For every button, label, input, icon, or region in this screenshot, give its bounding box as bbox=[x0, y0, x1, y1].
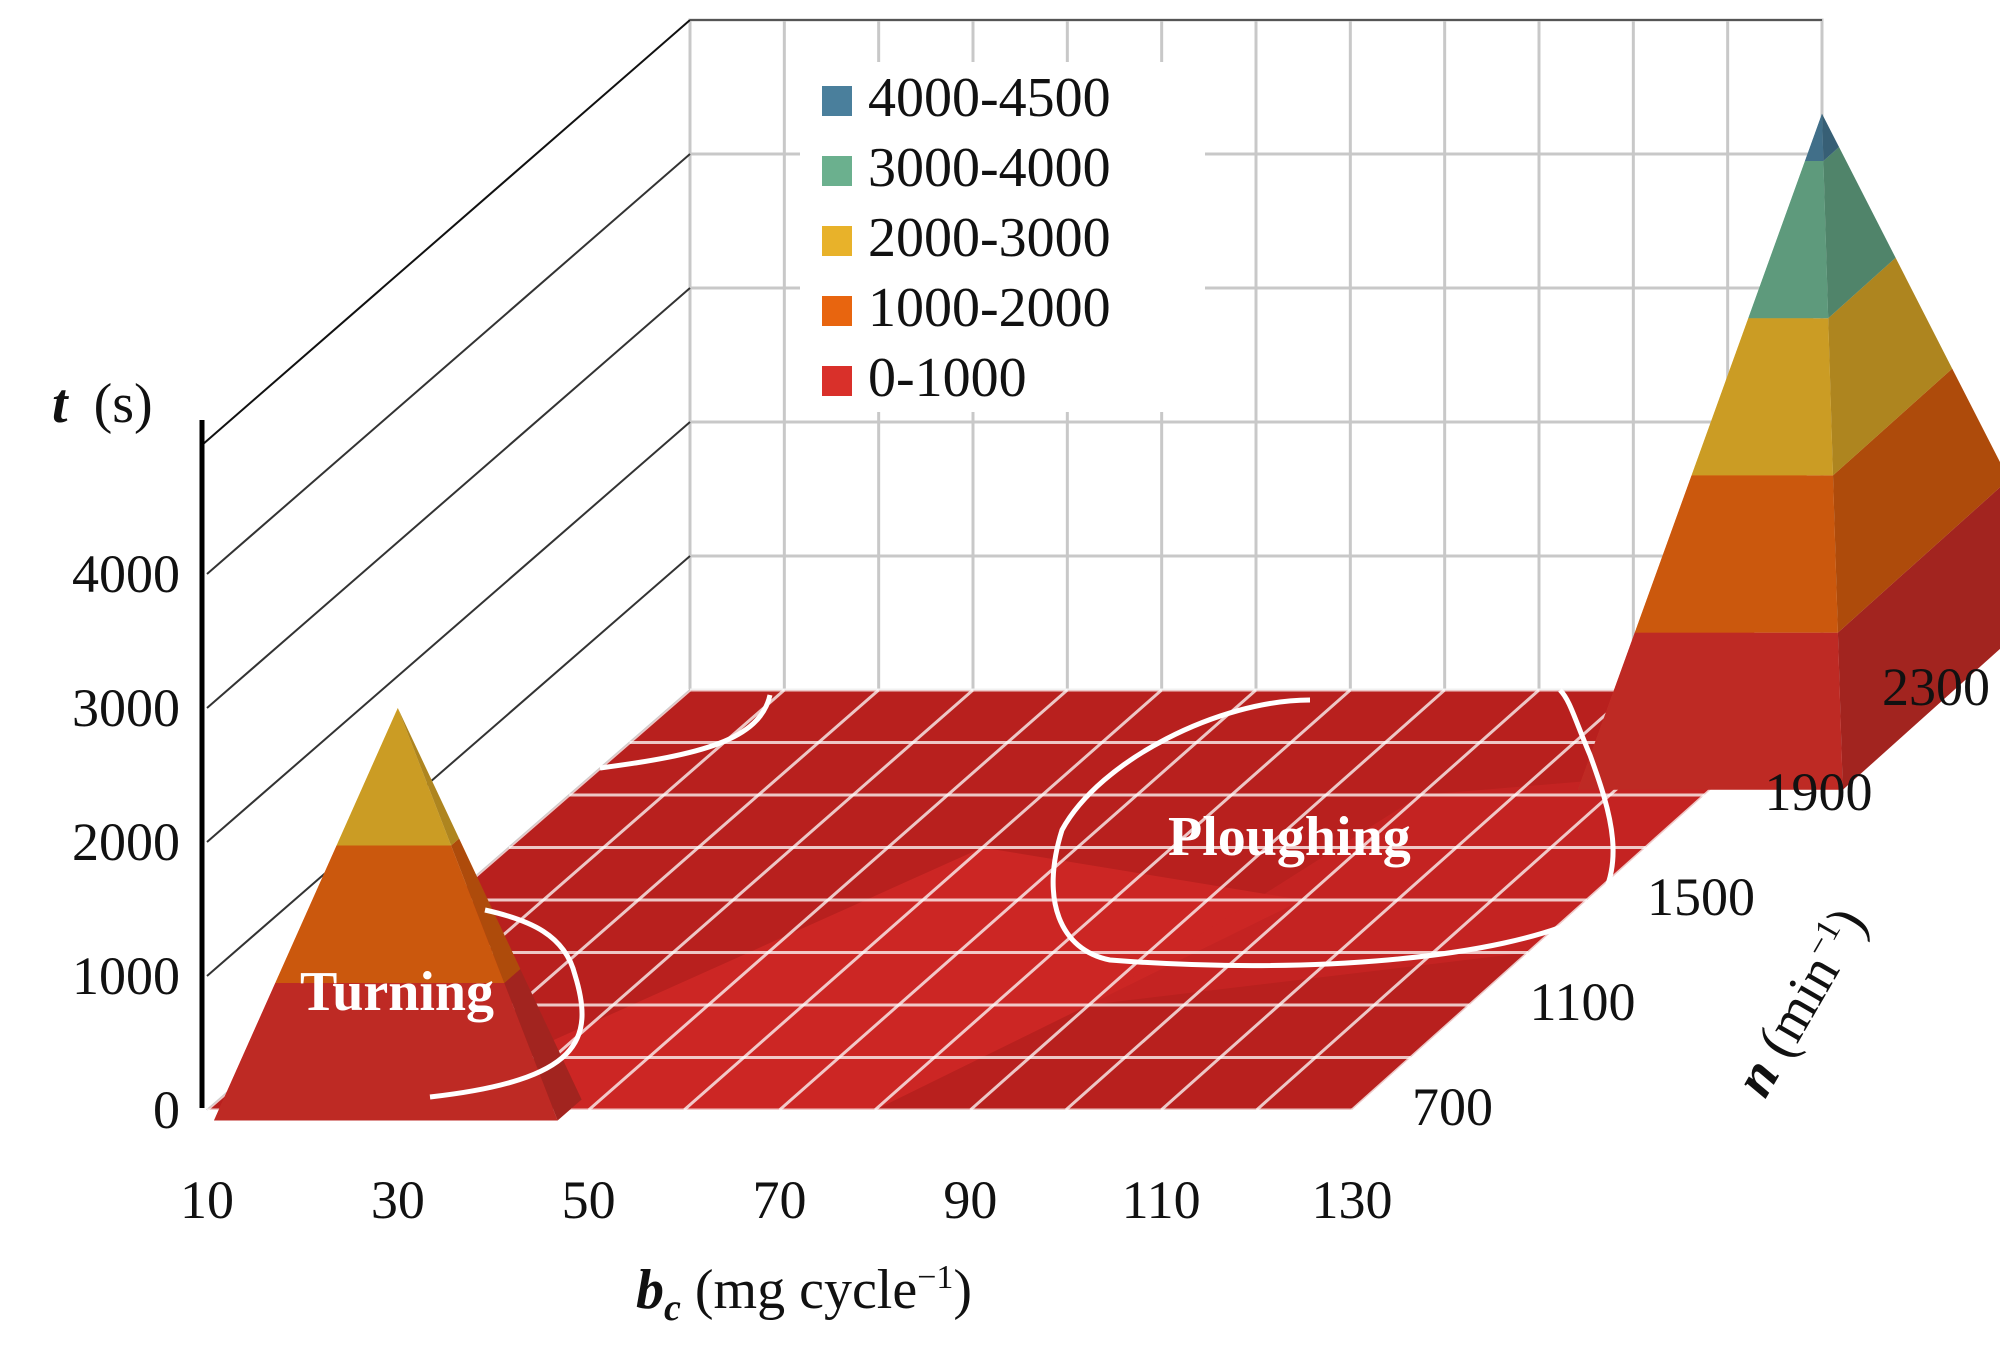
peak-face-shade bbox=[336, 708, 452, 846]
legend-swatch bbox=[822, 296, 852, 326]
peak-face-shade bbox=[1805, 113, 1824, 161]
x-axis-unit-post: ) bbox=[953, 1259, 972, 1321]
x-axis-title: bc (mg cycle−1) bbox=[636, 1259, 972, 1329]
annotation-turning: Turning bbox=[300, 961, 494, 1023]
y-tick-label: 1900 bbox=[1765, 762, 1873, 822]
peak-face bbox=[1634, 475, 1838, 633]
peak-face-shade bbox=[397, 708, 460, 846]
side-wall-grid bbox=[206, 421, 691, 843]
peak-face bbox=[1691, 318, 1833, 476]
legend-swatch bbox=[822, 226, 852, 256]
side-wall-grid bbox=[206, 555, 691, 977]
floor-grid-line bbox=[969, 688, 1446, 1112]
y-tick-label: 2300 bbox=[1882, 657, 1990, 717]
peak-face bbox=[1805, 113, 1824, 161]
annotation-ploughing: Ploughing bbox=[1168, 806, 1411, 868]
side-wall-top-edge bbox=[201, 19, 691, 446]
turning-region-outline bbox=[429, 907, 585, 1100]
peak-face bbox=[1823, 147, 1896, 319]
floor-grid-line bbox=[492, 688, 974, 1112]
peak-face-shade bbox=[214, 983, 558, 1121]
y-tick-label: 700 bbox=[1412, 1077, 1493, 1137]
floor-grid-line bbox=[683, 688, 1163, 1112]
x-tick-label: 90 bbox=[943, 1170, 997, 1230]
side-wall-grid bbox=[206, 287, 691, 709]
peak-face bbox=[1828, 257, 1953, 476]
legend-background bbox=[800, 62, 1205, 412]
peak-face bbox=[1837, 487, 2000, 790]
peak-face-shade bbox=[1822, 113, 1839, 161]
legend-label: 2000-3000 bbox=[868, 207, 1111, 269]
x-axis-ticks: 10 30 50 70 90 110 130 bbox=[180, 1170, 1393, 1230]
x-axis-unit-pre: (mg cycle bbox=[681, 1259, 917, 1321]
peak-face-shade bbox=[1833, 368, 2000, 633]
peak-face-shade bbox=[1634, 475, 1838, 633]
peak-face bbox=[1577, 632, 1843, 790]
x-axis-unit-sup: −1 bbox=[917, 1259, 953, 1296]
floor-grid-line bbox=[873, 688, 1352, 1112]
legend-swatch bbox=[822, 156, 852, 186]
z-tick-label: 0 bbox=[153, 1080, 180, 1140]
floor-grid-line bbox=[587, 688, 1069, 1112]
z-axis-title: t (s) bbox=[52, 373, 153, 435]
peaks bbox=[214, 113, 2000, 1121]
x-tick-label: 110 bbox=[1122, 1170, 1201, 1230]
x-axis-var: b bbox=[636, 1259, 664, 1321]
legend: 4000-4500 3000-4000 2000-3000 1000-2000 0-10… bbox=[800, 62, 1205, 412]
peak-face bbox=[275, 845, 505, 983]
peak-face bbox=[1748, 161, 1829, 319]
floor-grid-line bbox=[1160, 688, 1635, 1112]
peak-face-shade bbox=[1577, 632, 1843, 790]
x-tick-label: 30 bbox=[371, 1170, 425, 1230]
peak-face bbox=[397, 708, 460, 846]
peak-face bbox=[1833, 368, 2000, 633]
x-axis-sub: c bbox=[664, 1287, 681, 1329]
peak-face-shade bbox=[1823, 147, 1896, 319]
back-region-outline bbox=[599, 694, 773, 771]
z-tick-label: 1000 bbox=[72, 946, 180, 1006]
floor-shade bbox=[397, 847, 1303, 1110]
x-tick-label: 130 bbox=[1312, 1170, 1393, 1230]
z-axis-unit: (s) bbox=[94, 373, 153, 435]
legend-swatch bbox=[822, 366, 852, 396]
peak-face-shade bbox=[1828, 257, 1953, 476]
peak-face-shade bbox=[275, 845, 505, 983]
peak-face bbox=[504, 969, 582, 1121]
legend-label: 0-1000 bbox=[868, 347, 1027, 409]
legend-swatch bbox=[822, 86, 852, 116]
peak-face-shade bbox=[504, 969, 582, 1121]
annotations: Turning Ploughing bbox=[300, 688, 1616, 1100]
x-tick-label: 50 bbox=[562, 1170, 616, 1230]
side-wall-grid bbox=[206, 153, 691, 575]
y-axis-title: n (min−1) bbox=[1723, 897, 1880, 1106]
peak-face bbox=[1822, 113, 1839, 161]
axes: 0 1000 2000 3000 4000 10 30 50 70 90 110 130 700 11… bbox=[52, 373, 1990, 1329]
peak-face-shade bbox=[1691, 318, 1833, 476]
z-axis-var: t bbox=[52, 373, 69, 435]
legend-label: 1000-2000 bbox=[868, 277, 1111, 339]
peak-face-shade bbox=[1748, 161, 1829, 319]
x-tick-label: 70 bbox=[753, 1170, 807, 1230]
legend-label: 4000-4500 bbox=[868, 67, 1111, 129]
y-axis-unit-pre: (min bbox=[1738, 945, 1852, 1080]
y-tick-label: 1100 bbox=[1530, 972, 1636, 1032]
y-tick-label: 1500 bbox=[1647, 867, 1755, 927]
z-tick-label: 3000 bbox=[72, 678, 180, 738]
peak-face-shade bbox=[1837, 487, 2000, 790]
floor-grid-line bbox=[778, 688, 1257, 1112]
floor-grid-line bbox=[1064, 688, 1540, 1112]
legend-label: 3000-4000 bbox=[868, 137, 1111, 199]
z-axis-ticks: 0 1000 2000 3000 4000 bbox=[72, 544, 180, 1140]
ploughing-region-outline bbox=[1050, 688, 1616, 969]
z-tick-label: 2000 bbox=[72, 812, 180, 872]
peak-face bbox=[336, 708, 452, 846]
z-tick-label: 4000 bbox=[72, 544, 180, 604]
x-tick-label: 10 bbox=[180, 1170, 234, 1230]
peak-face bbox=[214, 983, 558, 1121]
